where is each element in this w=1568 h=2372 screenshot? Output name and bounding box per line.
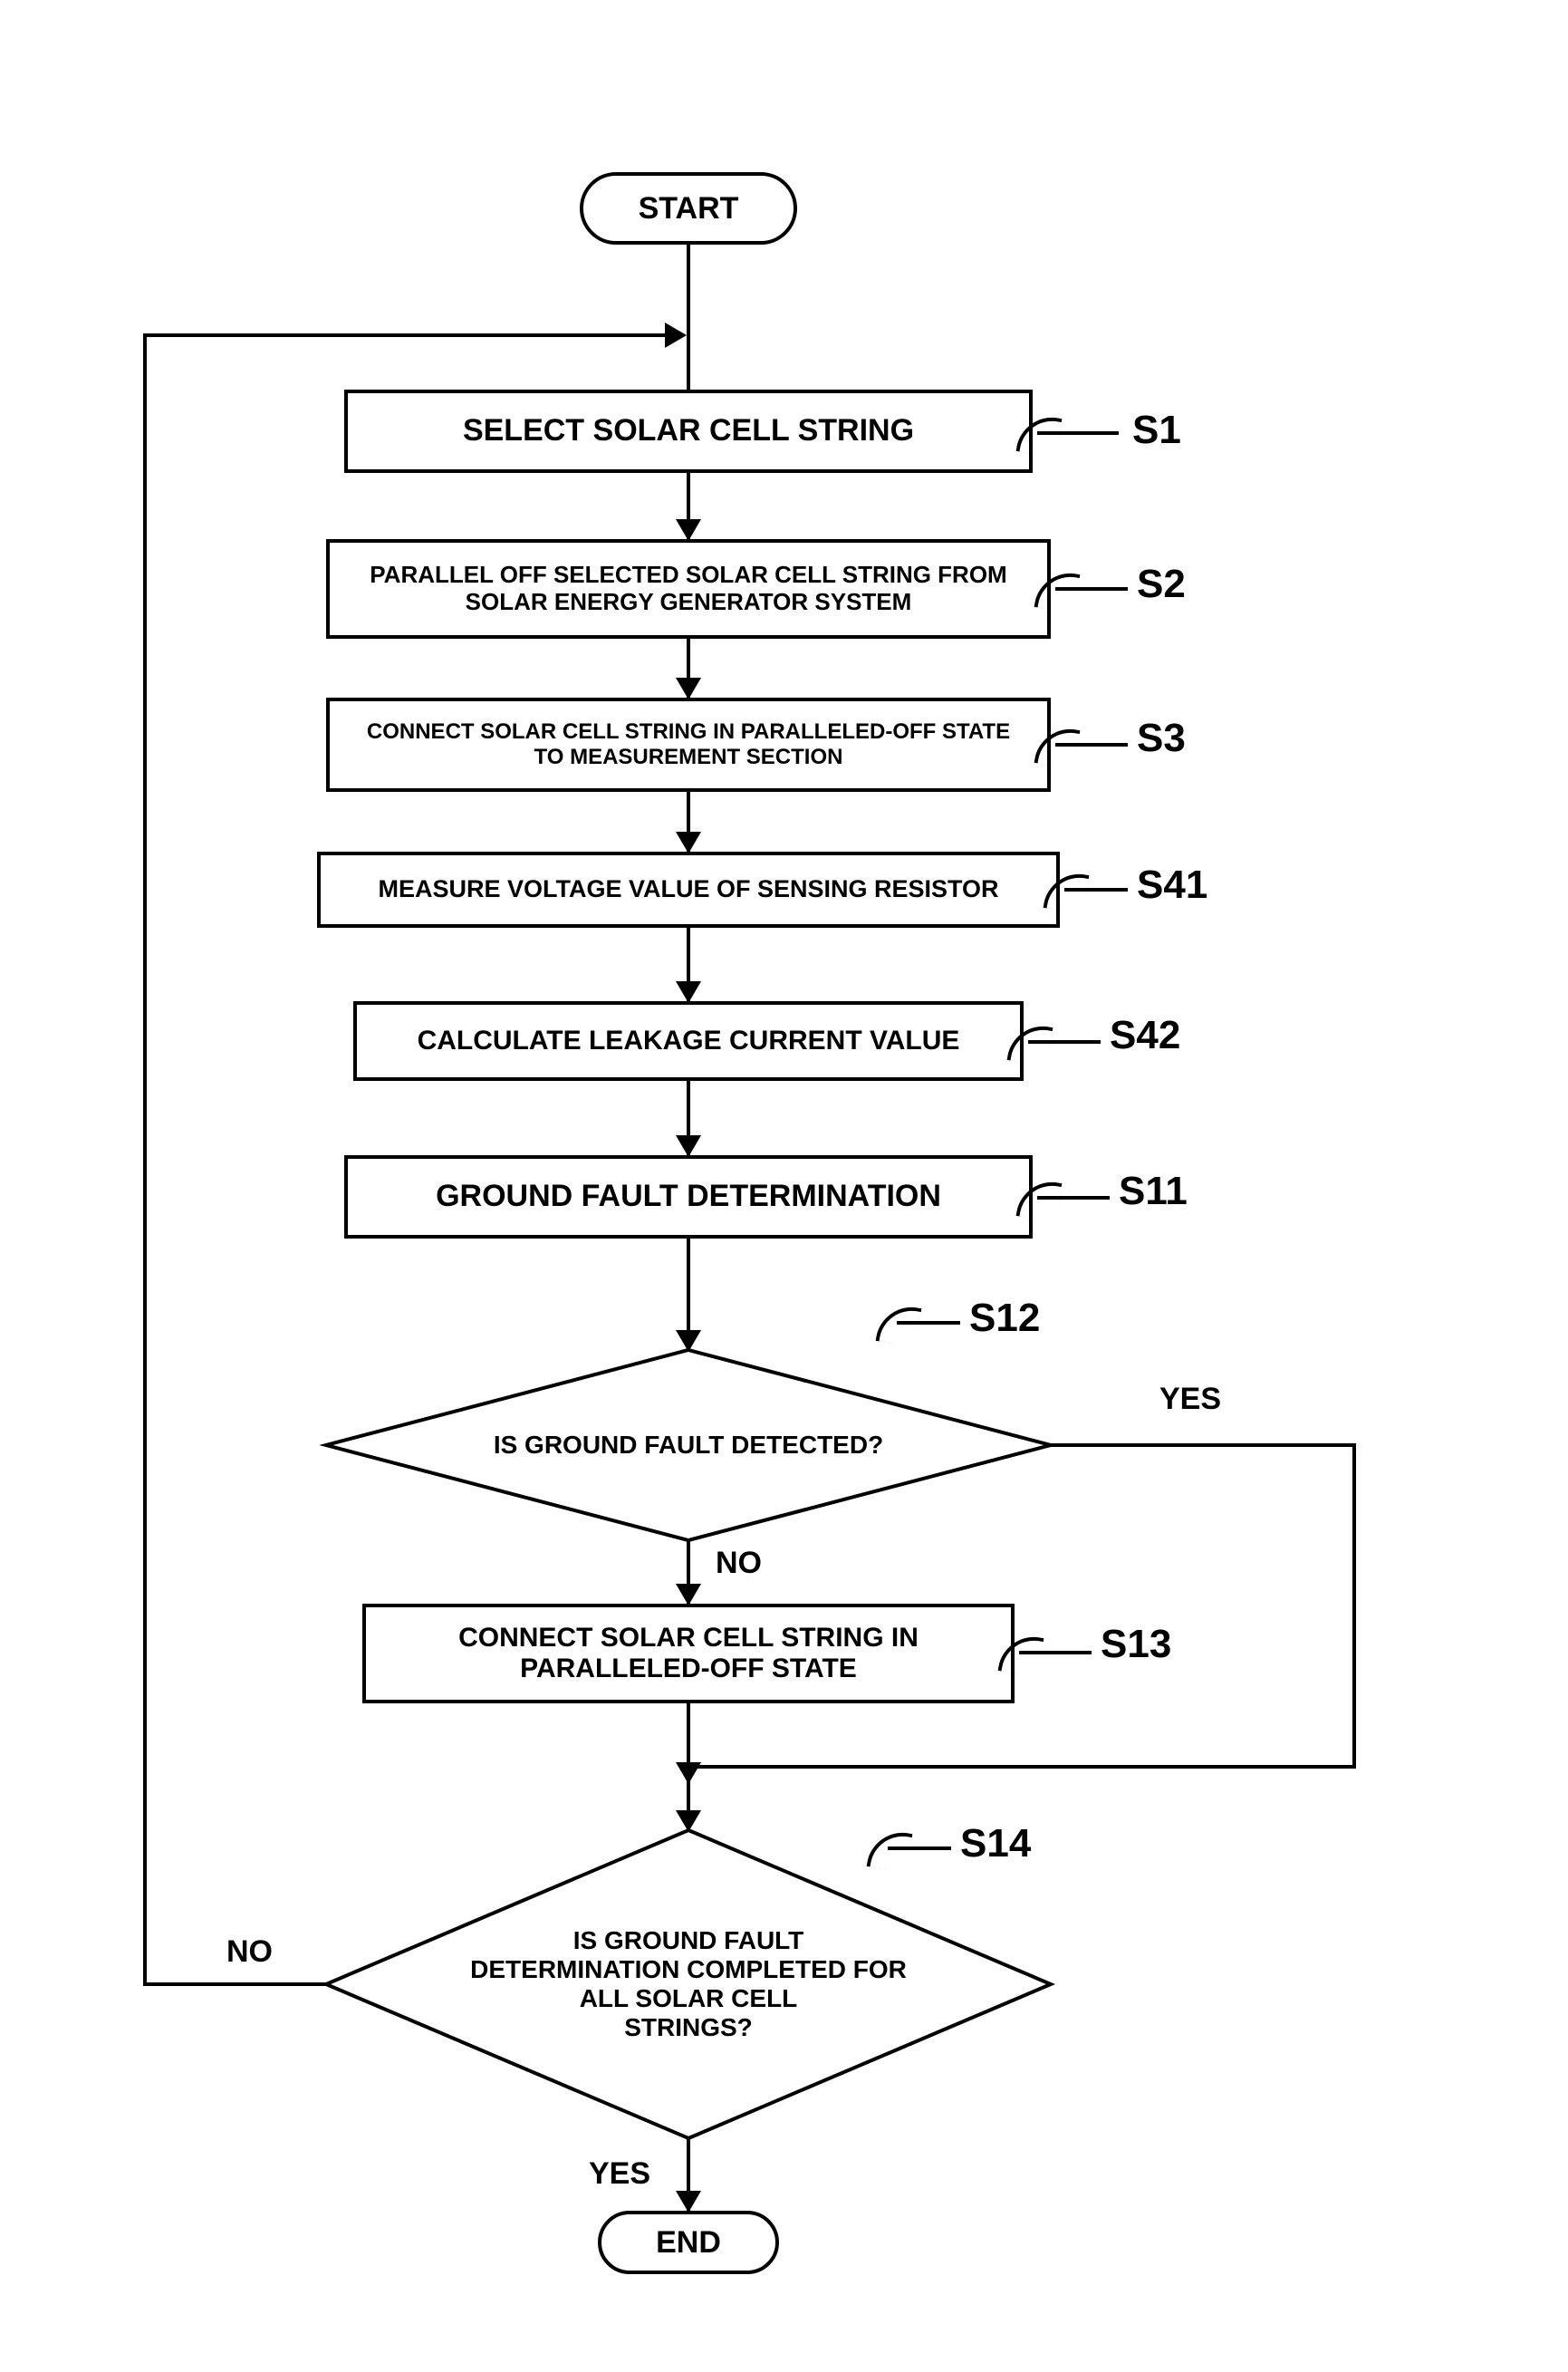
decision-s12: IS GROUND FAULT DETECTED? <box>326 1350 1051 1540</box>
step-label-s3: S3 <box>1137 716 1186 761</box>
arrowhead-down <box>676 832 701 853</box>
end-terminal: END <box>598 2211 779 2274</box>
leader-s42 <box>1028 1040 1101 1044</box>
arrowhead-right <box>665 323 687 348</box>
process-s2: PARALLEL OFF SELECTED SOLAR CELL STRING … <box>326 539 1051 639</box>
step-label-s42: S42 <box>1110 1013 1180 1058</box>
connector <box>1352 1443 1356 1767</box>
leader-s14 <box>888 1846 951 1850</box>
step-label-s41: S41 <box>1137 863 1207 908</box>
leader-s11 <box>1037 1196 1110 1200</box>
arrowhead-down <box>676 1810 701 1832</box>
arrowhead-down <box>676 678 701 699</box>
process-s13: CONNECT SOLAR CELL STRING INPARALLELED-O… <box>362 1604 1015 1703</box>
branch-label-s14_yes: YES <box>589 2156 650 2192</box>
process-s11: GROUND FAULT DETERMINATION <box>344 1155 1033 1239</box>
arrowhead-down <box>676 981 701 1003</box>
start-terminal: START <box>580 172 797 245</box>
connector <box>143 335 147 1986</box>
arrowhead-down <box>676 1135 701 1157</box>
step-label-s1: S1 <box>1132 408 1181 453</box>
arrowhead-down <box>676 519 701 541</box>
arrowhead-down <box>676 1330 701 1352</box>
connector <box>1051 1443 1354 1447</box>
process-s41: MEASURE VOLTAGE VALUE OF SENSING RESISTO… <box>317 852 1060 928</box>
leader-s2 <box>1055 587 1128 591</box>
process-s3: CONNECT SOLAR CELL STRING IN PARALLELED-… <box>326 698 1051 792</box>
process-s1: SELECT SOLAR CELL STRING <box>344 390 1033 473</box>
connector <box>145 1982 326 1986</box>
leader-s41 <box>1064 888 1128 892</box>
branch-label-s12_no: NO <box>716 1546 762 1581</box>
branch-label-s14_no: NO <box>226 1934 273 1970</box>
connector <box>687 245 690 390</box>
connector <box>688 1765 1356 1769</box>
leader-s1 <box>1037 431 1119 435</box>
step-label-s12: S12 <box>969 1296 1040 1341</box>
leader-s12 <box>897 1321 960 1325</box>
branch-label-s12_yes: YES <box>1159 1382 1221 1417</box>
arrowhead-down <box>676 2191 701 2213</box>
connector <box>143 333 667 337</box>
leader-s3 <box>1055 743 1128 747</box>
arrowhead-down <box>676 1762 701 1784</box>
process-s42: CALCULATE LEAKAGE CURRENT VALUE <box>353 1001 1024 1081</box>
arrowhead-down <box>676 1584 701 1605</box>
step-label-s13: S13 <box>1101 1622 1171 1667</box>
leader-s13 <box>1019 1651 1092 1654</box>
flowchart-canvas: START END SELECT SOLAR CELL STRING PARALLEL… <box>0 0 1568 2372</box>
decision-s14: IS GROUND FAULTDETERMINATION COMPLETED F… <box>326 1830 1051 2138</box>
step-label-s14: S14 <box>960 1821 1031 1866</box>
step-label-s11: S11 <box>1119 1169 1188 1214</box>
step-label-s2: S2 <box>1137 562 1186 607</box>
